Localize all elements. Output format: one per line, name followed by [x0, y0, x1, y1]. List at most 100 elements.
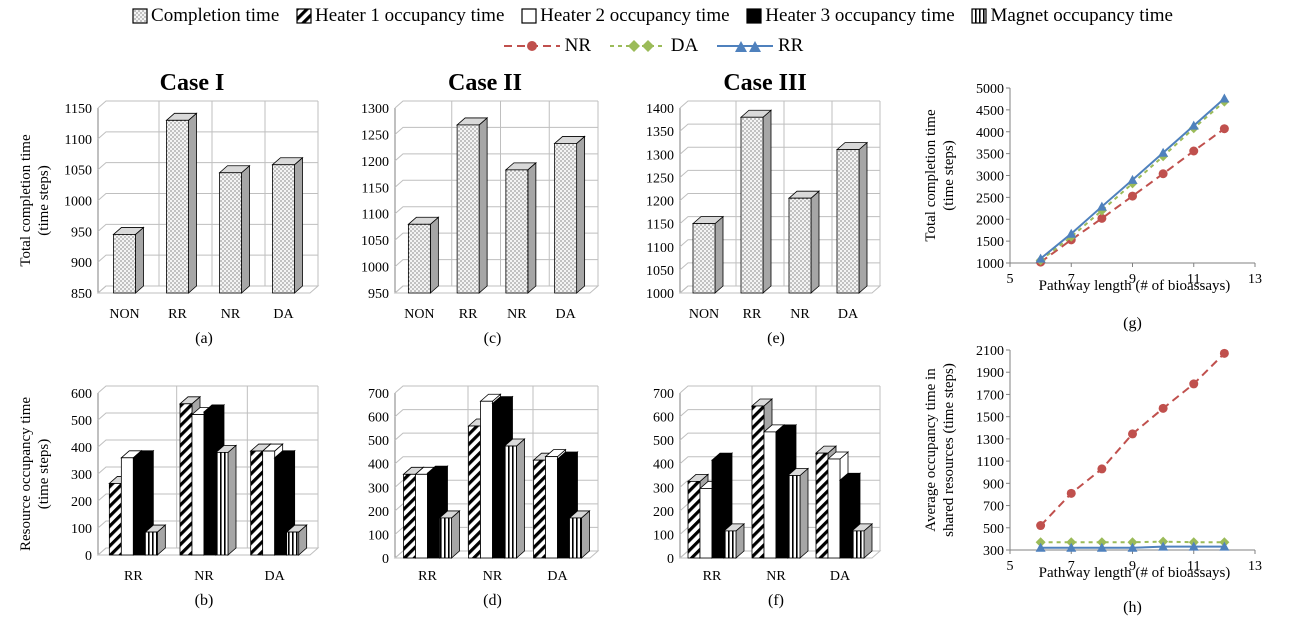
y-axis-label: (time steps) [36, 165, 52, 235]
bar-panel-c: 950 1000 1050 1100 1150 1200 1250 1300 NON RR NR DA… [361, 100, 600, 347]
bar-front [554, 143, 578, 294]
x-tick-label: NON [109, 307, 139, 322]
data-point [1158, 403, 1168, 413]
x-axis-label: Pathway length (# of bioassays) [1039, 278, 1231, 294]
data-point [1036, 521, 1046, 531]
y-tick-label: 1250 [646, 171, 674, 186]
y-tick-label: 1100 [977, 455, 1004, 470]
y-tick-label: 3500 [976, 148, 1004, 163]
data-point [1219, 124, 1229, 134]
y-tick-label: 600 [653, 411, 674, 426]
y-tick-label: 4000 [976, 126, 1004, 141]
x-tick-label: NON [689, 307, 719, 322]
panel-label: (e) [767, 330, 785, 347]
x-tick-label: NR [766, 569, 786, 584]
bar-front [468, 425, 481, 559]
gridline [679, 100, 880, 109]
x-tick-label: NR [483, 569, 503, 584]
legend-label: RR [778, 34, 804, 56]
x-tick-label: 5 [1007, 559, 1014, 574]
y-tick-label: 100 [368, 528, 389, 543]
x-tick-label: 5 [1007, 272, 1014, 287]
x-tick-label: 7 [1068, 559, 1075, 574]
bar-front [569, 517, 582, 559]
legend-label: Heater 2 occupancy time [540, 4, 730, 26]
legend-label: Heater 1 occupancy time [315, 4, 505, 26]
y-tick-label: 1700 [976, 388, 1004, 403]
y-tick-label: 950 [368, 287, 389, 302]
panel-label: (f) [768, 592, 784, 609]
bar-front [557, 458, 570, 559]
series-rr [1035, 541, 1230, 552]
x-tick-label: NON [404, 307, 434, 322]
bar-front [533, 459, 546, 559]
legend-heater1: Heater 1 occupancy time [296, 5, 504, 27]
legend-nr: NR [502, 35, 591, 57]
data-point [1035, 542, 1046, 552]
bar-front [456, 124, 480, 294]
y-tick-label: 1150 [362, 181, 389, 196]
bar-side [188, 112, 197, 294]
y-tick-label: 100 [653, 528, 674, 543]
y-tick-label: 300 [368, 481, 389, 496]
y-tick-label: 1200 [646, 195, 674, 210]
y-tick-label: 1500 [976, 235, 1004, 250]
data-point [1188, 120, 1199, 130]
bar-side [762, 109, 772, 294]
bar-front [113, 234, 136, 294]
bar-front [272, 164, 295, 294]
gridline [97, 131, 318, 140]
data-point [1189, 146, 1199, 156]
bar-front [120, 457, 134, 556]
bar-front [699, 488, 713, 559]
x-tick-label: RR [743, 307, 762, 322]
bar-side [478, 117, 488, 294]
bar-front [711, 459, 725, 559]
data-point [1158, 541, 1169, 551]
data-point [1035, 253, 1046, 263]
data-point [1188, 541, 1199, 551]
bar-panel-b: 0 100 200 300 400 500 600 RR NR DA Resource occupa… [18, 385, 320, 609]
data-point [1127, 537, 1138, 548]
x-tick-label: 13 [1248, 559, 1262, 574]
legend-label: DA [670, 34, 699, 56]
panel-label: (a) [195, 330, 213, 347]
bar-front [692, 223, 716, 294]
bar [850, 523, 874, 559]
bar-front [407, 223, 431, 294]
y-tick-label: 700 [653, 387, 674, 402]
bar-side [451, 510, 460, 559]
bar-side [581, 510, 590, 559]
bar [722, 523, 746, 559]
y-tick-label: 1300 [361, 102, 389, 117]
y-tick-label: 1050 [646, 264, 674, 279]
bar-side [858, 141, 868, 294]
panel-label: (g) [1123, 315, 1142, 332]
y-tick-label: 2500 [976, 191, 1004, 206]
y-tick-label: 400 [71, 441, 92, 456]
bar-front [545, 456, 558, 559]
bar [218, 164, 251, 294]
data-point [1066, 228, 1077, 238]
x-tick-label: 7 [1068, 272, 1075, 287]
bar [112, 226, 145, 294]
x-axis-label: Pathway length (# of bioassays) [1039, 565, 1231, 581]
bar [835, 141, 869, 294]
data-point [1066, 488, 1076, 498]
y-tick-label: 600 [71, 387, 92, 402]
y-tick-label: 300 [71, 468, 92, 483]
data-point [1219, 541, 1230, 551]
bar-side [527, 161, 537, 294]
y-axis-label: Total completion time [923, 109, 939, 242]
bar-side [714, 215, 724, 294]
bar-front [286, 531, 300, 556]
bar-front [250, 450, 264, 556]
data-point [1096, 201, 1107, 211]
y-tick-label: 500 [653, 434, 674, 449]
data-point [1127, 542, 1138, 552]
series-nr [1036, 348, 1229, 531]
y-tick-label: 1900 [976, 366, 1004, 381]
panel-label: (c) [484, 330, 502, 347]
y-tick-label: 1000 [646, 287, 674, 302]
data-point [1096, 537, 1107, 548]
